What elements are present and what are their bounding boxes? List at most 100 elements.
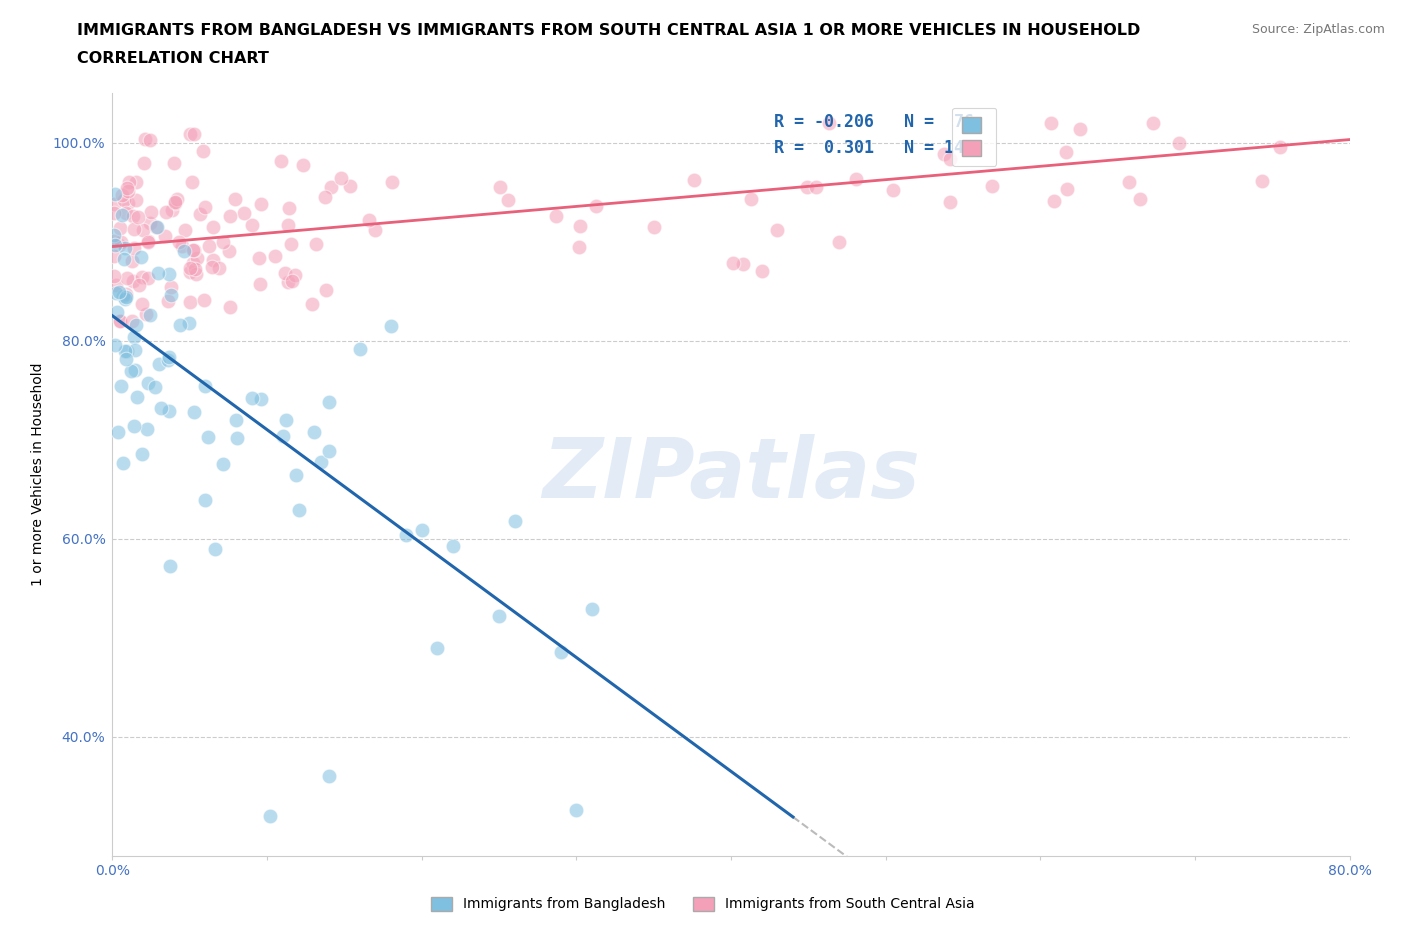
Point <box>181 243 204 258</box>
Point <box>122 273 145 288</box>
Point <box>143 379 166 394</box>
Point <box>270 153 292 168</box>
Point <box>150 400 173 415</box>
Point <box>103 233 125 248</box>
Point <box>278 201 301 216</box>
Point <box>157 266 180 281</box>
Point <box>115 290 138 305</box>
Point <box>124 174 146 189</box>
Point <box>683 173 706 188</box>
Point <box>488 608 510 623</box>
Point <box>128 277 150 292</box>
Point <box>339 179 361 193</box>
Point <box>318 394 340 409</box>
Point <box>117 183 139 198</box>
Point <box>319 179 342 194</box>
Point <box>882 182 904 197</box>
Point <box>108 220 131 235</box>
Point <box>134 131 156 146</box>
Point <box>111 187 134 202</box>
Point <box>804 179 827 194</box>
Point <box>111 289 134 304</box>
Point <box>122 222 145 237</box>
Point <box>250 392 273 406</box>
Point <box>544 208 567 223</box>
Point <box>132 222 155 237</box>
Point <box>103 206 125 220</box>
Point <box>117 344 139 359</box>
Point <box>845 171 868 186</box>
Point <box>291 158 314 173</box>
Point <box>115 286 138 301</box>
Point <box>263 249 285 264</box>
Point <box>197 238 219 253</box>
Point <box>165 194 187 209</box>
Point <box>122 208 145 223</box>
Point <box>179 294 201 309</box>
Point <box>104 278 127 293</box>
Point <box>426 640 449 655</box>
Point <box>156 294 179 309</box>
Point <box>314 190 336 205</box>
Point <box>247 251 270 266</box>
Point <box>108 313 131 328</box>
Point <box>179 260 201 275</box>
Point <box>202 219 225 234</box>
Point <box>318 769 340 784</box>
Point <box>740 192 762 206</box>
Point <box>145 219 167 234</box>
Point <box>110 379 132 393</box>
Point <box>108 285 131 299</box>
Point <box>135 307 157 322</box>
Point <box>155 205 177 219</box>
Point <box>163 155 186 170</box>
Point <box>277 274 299 289</box>
Point <box>184 267 207 282</box>
Point <box>114 240 136 255</box>
Point <box>111 207 134 222</box>
Text: R =  0.301   N = 140: R = 0.301 N = 140 <box>775 139 974 157</box>
Point <box>103 228 125 243</box>
Point <box>179 126 201 141</box>
Point <box>115 180 138 195</box>
Point <box>249 197 271 212</box>
Point <box>159 280 181 295</box>
Point <box>1142 115 1164 130</box>
Point <box>131 297 153 312</box>
Point <box>165 195 187 210</box>
Point <box>796 179 818 194</box>
Point <box>357 212 380 227</box>
Point <box>121 313 143 328</box>
Point <box>581 602 603 617</box>
Point <box>568 219 591 233</box>
Point <box>939 152 962 166</box>
Point <box>249 276 271 291</box>
Point <box>181 256 204 271</box>
Point <box>139 132 162 147</box>
Point <box>503 514 526 529</box>
Point <box>274 413 297 428</box>
Point <box>194 379 217 393</box>
Point <box>1250 173 1272 188</box>
Point <box>117 195 139 210</box>
Point <box>105 304 128 319</box>
Point <box>395 527 418 542</box>
Point <box>138 376 160 391</box>
Text: ZIPatlas: ZIPatlas <box>543 433 920 515</box>
Point <box>156 352 179 367</box>
Point <box>349 341 371 356</box>
Point <box>381 175 404 190</box>
Point <box>104 237 127 252</box>
Point <box>193 200 215 215</box>
Point <box>121 254 143 269</box>
Point <box>301 297 323 312</box>
Point <box>139 308 162 323</box>
Point <box>160 287 183 302</box>
Point <box>115 206 138 220</box>
Point <box>110 235 132 250</box>
Point <box>364 223 387 238</box>
Point <box>129 249 152 264</box>
Point <box>117 270 139 285</box>
Point <box>643 219 665 234</box>
Point <box>173 244 195 259</box>
